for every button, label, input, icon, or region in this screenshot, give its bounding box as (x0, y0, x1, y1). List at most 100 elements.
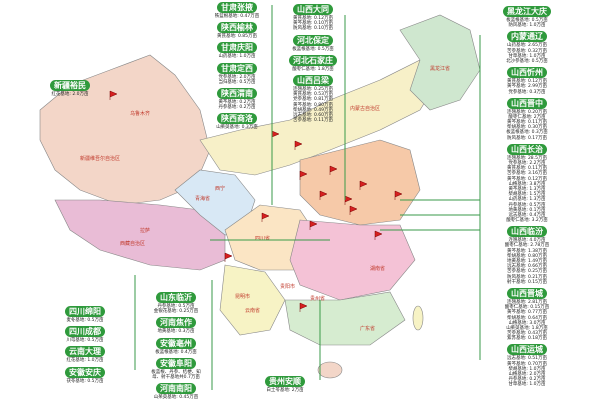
base-label-title: 山西晋中 (506, 97, 547, 109)
base-detail: 黄芩基地: 0.12万亩 (507, 176, 547, 182)
flag-marker-icon (344, 195, 353, 205)
base-detail: 黄芩基地: 0.77万亩 (507, 310, 547, 316)
city-name: 乌鲁木齐 (130, 110, 150, 117)
base-label-title: 云南大理 (65, 346, 105, 358)
flag-marker-icon (359, 180, 368, 190)
base-detail: 黄芩基地: 0.70万亩 (507, 361, 547, 367)
base-detail: 甘草基地: 1.0万亩 (508, 53, 546, 59)
province-south (284, 291, 406, 346)
base-detail: 柴胡基地: 1.0万亩 (508, 366, 546, 372)
base-detail: 苦参基地: 0.43万亩 (507, 331, 547, 337)
base-detail: 柴胡基地: 1.5万亩 (508, 192, 546, 198)
base-label-title: 山西临汾 (507, 226, 547, 238)
base-detail: 川芎基地: 0.5万亩 (66, 338, 104, 344)
flag-marker-icon (319, 190, 328, 200)
base-label: 山西临汾 连翘基地: 4.0万亩 酸枣仁基地: 2.78万亩 黄芩基地: 1.38万亩… (505, 226, 549, 285)
base-label-title: 安徽安庆 (65, 366, 105, 378)
base-label-title: 山西忻州 (507, 67, 547, 79)
base-detail: 远志基地: 0.4万亩 (508, 212, 546, 218)
base-label: 陕西商洛 山茱萸基地: 0.3万亩 (216, 113, 258, 130)
base-detail: 板蓝根、丹参、桔梗、知 (151, 369, 201, 375)
flag-marker-icon (299, 170, 308, 180)
base-detail: 麦冬基地: 0.5万亩 (66, 318, 104, 323)
base-label: 甘肃张掖 铁蓝根基地: 0.47万亩 (215, 2, 259, 19)
province-name: 广东省 (360, 325, 375, 332)
base-detail: 酸枣仁基地: 2.78万亩 (504, 243, 550, 249)
base-detail: 连翘基地: 28.5万亩 (507, 155, 547, 161)
flag-marker-icon (329, 165, 338, 175)
base-detail: 酸枣仁基地: 1.8万亩 (292, 66, 334, 72)
base-detail: 黄芩基地: 0.11万亩 (507, 120, 547, 126)
base-detail: 山药基地: 1.3万亩 (508, 197, 546, 203)
base-label-title: 甘肃庆阳 (217, 42, 257, 54)
base-label-title: 黑龙江大庆 (503, 6, 551, 17)
base-detail: 板蓝根基地: 0.5万亩 (292, 46, 334, 52)
city-name: 西宁 (215, 185, 225, 192)
label-column: 山西大同 黄芪基地: 0.12万亩 黄芩基地: 0.10万亩 防风基地: 0.10万亩… (283, 4, 343, 123)
base-detail: 当归基地: 0.5万亩 (218, 79, 256, 85)
label-column: 甘肃张掖 铁蓝根基地: 0.47万亩 陕西榆林 黄芪基地: 0.85万亩 甘肃庆阳 山药基… (205, 2, 269, 131)
base-detail: 苦参基地: 0.32万亩 (507, 48, 547, 54)
province-yunnan (219, 264, 286, 336)
base-detail: 山楂基地: 2.0万亩 (508, 372, 546, 377)
base-label-title: 内蒙通辽 (506, 31, 547, 43)
flag-marker-icon (224, 252, 233, 262)
label-column: 山东临沂 丹参基地: 0.5万亩 金银花基地: 0.25万亩河南焦作 地黄基地: 0.… (143, 292, 209, 400)
base-label-title: 甘肃定西 (217, 62, 257, 74)
base-label-title: 河北石家庄 (289, 54, 337, 66)
island-hainan (317, 361, 343, 379)
province-name: 湖南省 (370, 265, 385, 272)
base-detail: 地黄基地: 1.49万亩 (507, 259, 547, 264)
base-detail: 地黄基地: 0.1万亩 (508, 207, 546, 213)
base-detail: 防风基地: 1.0万亩 (508, 23, 546, 29)
base-label-title: 四川成都 (65, 326, 105, 338)
label-column: 四川绵阳 麦冬基地: 0.5万亩四川成都 川芎基地: 0.5万亩云南大理 红花基地: … (45, 306, 125, 384)
base-detail: 防风基地: 0.21万亩 (507, 274, 547, 280)
base-detail: 白土苓基地: 2万亩 (266, 388, 304, 393)
base-label: 山西吕梁 连翘基地: 0.25万亩 黄芪基地: 0.53万亩 党参基地: 0.81万亩… (293, 74, 333, 123)
base-detail: 板蓝根基地: 0.4万亩 (155, 349, 197, 355)
base-detail: 酸枣仁基地: 3.2万亩 (506, 218, 548, 224)
base-label: 山西长治 连翘基地: 28.5万亩 党参基地: 2.2万亩 黄芪基地: 0.11万亩苦… (506, 143, 548, 224)
label-column: 新疆裕民 红花基地: 2.0万亩 (40, 80, 100, 97)
base-detail: 黄芪基地: 0.53万亩 (293, 92, 333, 98)
base-label-title: 河北保定 (292, 34, 333, 46)
city-name: 昆明市 (235, 293, 250, 300)
base-label: 云南大理 红花基地: 1.0万亩 (65, 346, 105, 363)
base-detail: 北沙参基地: 0.5万亩 (506, 58, 548, 64)
base-detail: 柴胡基地: 0.30万亩 (507, 125, 547, 131)
base-label: 山西运城 远志基地: 0.51万亩 黄芩基地: 0.70万亩 柴胡基地: 1.0万亩山… (507, 344, 547, 387)
base-label-title: 河南焦作 (156, 317, 196, 329)
base-label-title: 河南南阳 (156, 383, 196, 395)
province-xinjiang (39, 54, 211, 206)
base-detail: 黄芩基地: 0.80万亩 (293, 102, 333, 108)
base-label: 河南南阳 山茱萸基地: 0.45万亩 (154, 383, 198, 400)
base-detail: 苦参基地: 3.16万亩 (507, 171, 547, 177)
base-label-title: 陕西渭南 (217, 87, 257, 99)
base-label-title: 山东临沂 (156, 292, 196, 303)
base-label: 山西晋城 连翘基地: 2.81万亩 酸枣仁基地: 0.15万亩 黄芩基地: 0.77万… (505, 287, 549, 342)
base-detail: 地黄基地: 0.3万亩 (157, 329, 195, 335)
base-detail: 苦参基地: 0.25万亩 (507, 269, 547, 275)
base-detail: 黄芪基地: 0.11万亩 (507, 166, 547, 172)
base-label-title: 贵州安顺 (265, 376, 305, 387)
base-detail: 甘草基地: 1.0万亩 (508, 382, 546, 388)
base-label-title: 山西长治 (506, 143, 547, 155)
base-detail: 金银花基地: 0.25万亩 (153, 309, 199, 315)
base-detail: 丹参基地: 0.5万亩 (157, 304, 195, 309)
base-label: 陕西榆林 黄芪基地: 0.85万亩 (217, 22, 257, 39)
base-label: 山西忻州 黄芪基地: 0.12万亩 黄芩基地: 2.99万亩 党参基地: 0.3万亩 (507, 67, 547, 95)
base-label-title: 四川绵阳 (65, 306, 105, 317)
flag-marker-icon (299, 302, 308, 312)
base-label-title: 山西运城 (507, 344, 547, 356)
base-label-title: 山西吕梁 (293, 74, 333, 86)
base-label: 山西大同 黄芪基地: 0.12万亩 黄芩基地: 0.10万亩 防风基地: 0.10万亩 (293, 4, 333, 32)
province-name: 新疆维吾尔自治区 (80, 155, 120, 162)
base-detail: 远志基地: 0.60万亩 (293, 112, 333, 118)
base-label: 山东临沂 丹参基地: 0.5万亩 金银花基地: 0.25万亩 (154, 292, 198, 314)
base-detail: 丹参基地: 0.2万亩 (218, 105, 256, 111)
flag-marker-icon (309, 220, 318, 230)
base-label: 河北石家庄 酸枣仁基地: 1.8万亩 (289, 54, 337, 72)
base-detail: 茯苓基地: 0.5万亩 (66, 378, 104, 384)
base-label-title: 安徽阜阳 (156, 357, 196, 369)
